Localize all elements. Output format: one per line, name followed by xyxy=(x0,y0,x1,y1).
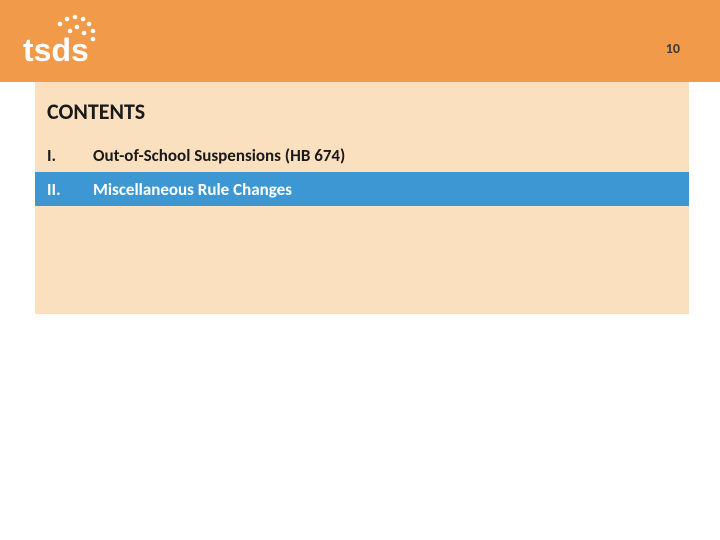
toc-label: Out-of-School Suspensions (HB 674) xyxy=(93,145,345,166)
logo-text: tsds xyxy=(23,32,89,68)
slide: tsds 10 CONTENTS I. Out-of-School Suspen… xyxy=(0,0,720,540)
toc-label: Miscellaneous Rule Changes xyxy=(93,179,292,200)
toc-numeral: II. xyxy=(35,179,93,200)
header-band: tsds 10 xyxy=(0,0,720,82)
toc-row-highlighted: II. Miscellaneous Rule Changes xyxy=(35,172,689,206)
table-of-contents: I. Out-of-School Suspensions (HB 674) II… xyxy=(35,138,689,206)
logo-block: tsds xyxy=(0,0,140,82)
toc-row: I. Out-of-School Suspensions (HB 674) xyxy=(35,138,689,172)
toc-numeral: I. xyxy=(35,145,93,166)
page-number: 10 xyxy=(666,40,680,57)
tsds-logo-icon: tsds xyxy=(15,11,125,71)
contents-title: CONTENTS xyxy=(47,98,145,125)
content-panel: CONTENTS I. Out-of-School Suspensions (H… xyxy=(35,82,689,314)
